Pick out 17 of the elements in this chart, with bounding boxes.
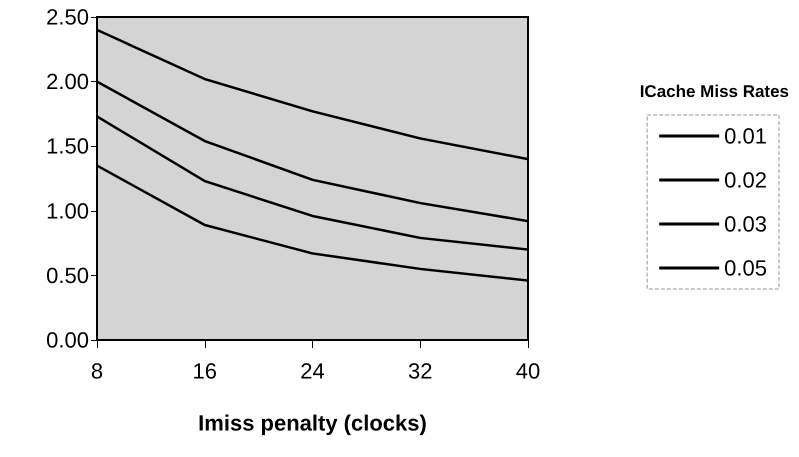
y-tick-label: 0.50 [46,262,89,288]
legend-label: 0.02 [724,168,768,192]
y-tick-label: 2.50 [46,4,89,30]
legend-label: 0.01 [724,124,768,148]
x-tick-label: 32 [408,358,432,384]
x-tick-label: 8 [90,358,104,384]
legend-title: ICache Miss Rates [640,82,790,101]
x-axis-title: Imiss penalty (clocks) [198,410,427,436]
y-tick-label: 0.00 [46,328,89,352]
x-tick-label: 24 [300,358,325,384]
x-tick-label: 40 [516,358,540,384]
y-tick-label: 1.00 [46,198,89,224]
y-tick-label: 2.00 [46,69,89,94]
legend-label: 0.03 [724,212,768,236]
y-tick-label: 1.50 [46,134,89,159]
legend-label: 0.05 [724,256,768,280]
x-tick-label: 16 [192,358,217,384]
